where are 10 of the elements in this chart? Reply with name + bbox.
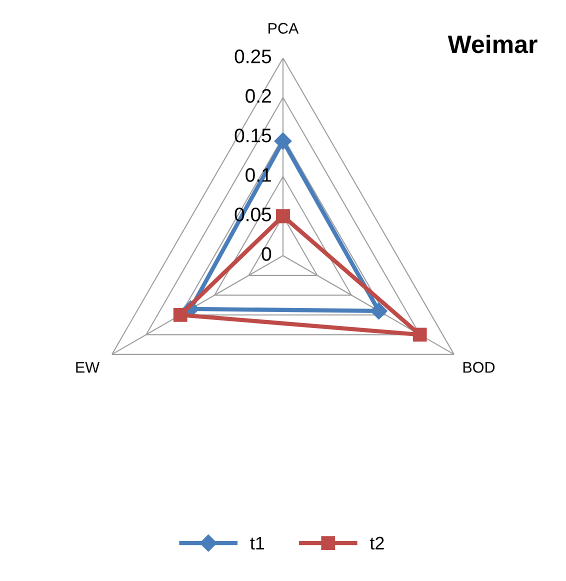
spoke-label: EW: [76, 362, 100, 373]
y-tick-label: 0: [262, 247, 272, 261]
y-tick-label: 0.25: [234, 50, 272, 64]
y-tick-label: 0.15: [234, 128, 272, 142]
spoke-label: PCA: [268, 22, 299, 34]
legend-label: t2: [370, 536, 384, 550]
spoke-label: BOD: [463, 362, 495, 373]
legend-label: t1: [250, 536, 264, 550]
y-tick-label: 0.2: [246, 89, 271, 103]
chart-title: Weimar: [448, 34, 538, 54]
